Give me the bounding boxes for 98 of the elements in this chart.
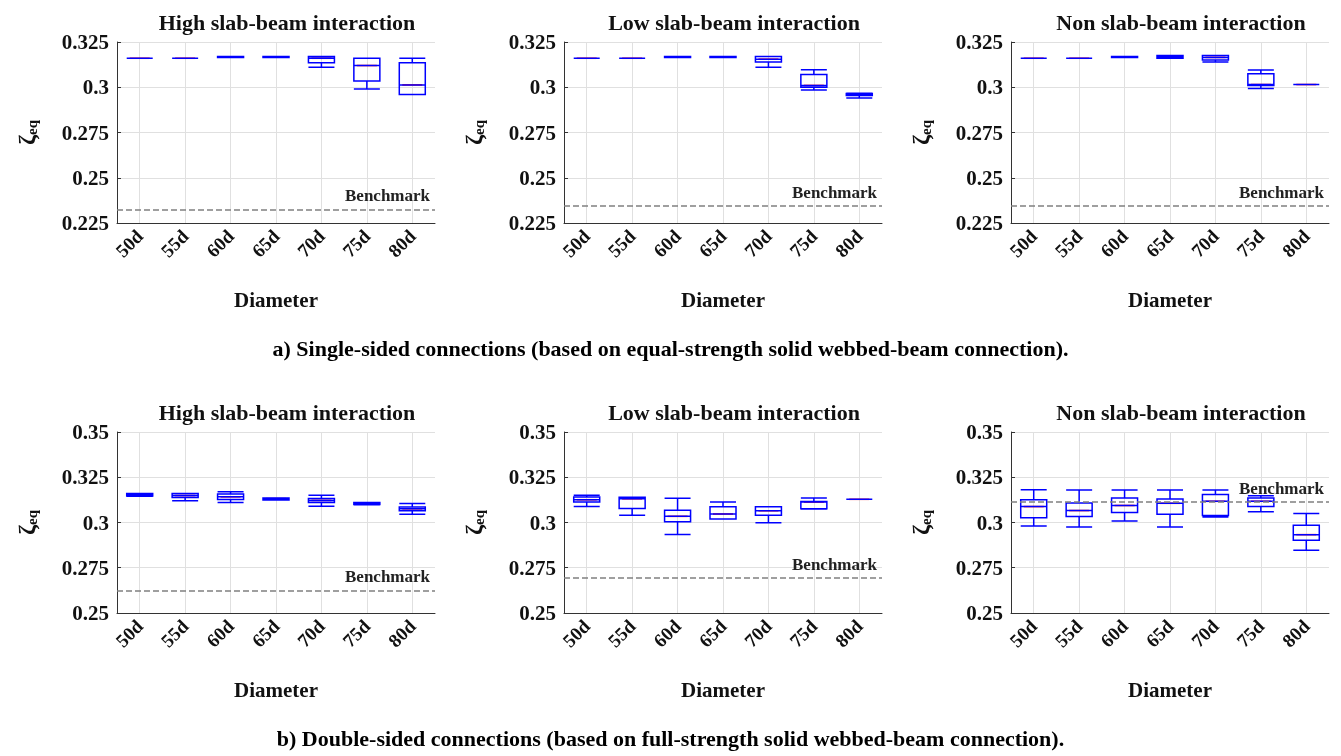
x-tick-label: 70d: [293, 615, 330, 652]
x-tick-label: 60d: [202, 615, 239, 652]
chart-title: High slab-beam interaction: [158, 399, 416, 425]
y-tick-label: 0.325: [955, 465, 1003, 490]
y-tick-label: 0.275: [508, 555, 556, 580]
y-tick-label: 0.25: [519, 165, 556, 190]
ref-line-label: Benchmark: [345, 186, 431, 206]
y-tick-label: 0.3: [976, 75, 1003, 100]
x-tick-label: 50d: [558, 615, 595, 652]
y-tick-label: 0.275: [508, 120, 556, 145]
x-tick-label: 50d: [558, 225, 595, 262]
x-axis-title: Diameter: [1128, 677, 1212, 702]
y-tick-label: 0.35: [72, 420, 109, 444]
x-tick-label: 60d: [202, 225, 239, 262]
y-tick-label: 0.275: [61, 120, 109, 145]
y-tick-label: 0.3: [82, 75, 109, 100]
x-axis-title: Diameter: [681, 677, 765, 702]
x-tick-label: 75d: [785, 225, 822, 262]
y-tick-label: 0.3: [529, 75, 556, 100]
x-tick-label: 80d: [830, 615, 868, 652]
x-tick-label: 65d: [694, 225, 731, 262]
y-tick-label: 0.325: [61, 465, 109, 490]
y-axis-title: ζeq: [460, 509, 487, 535]
y-tick-label: 0.25: [72, 165, 109, 190]
y-tick-label: 0.275: [61, 555, 109, 580]
x-tick-label: 55d: [1050, 225, 1087, 262]
ref-line-label: Benchmark: [792, 554, 878, 574]
ref-line-label: Benchmark: [792, 182, 878, 202]
y-tick-label: 0.325: [508, 30, 556, 54]
y-tick-label: 0.225: [955, 211, 1003, 235]
x-tick-label: 80d: [830, 225, 868, 262]
y-tick-label: 0.3: [82, 510, 109, 535]
x-tick-label: 60d: [1096, 615, 1133, 652]
x-tick-label: 70d: [293, 225, 330, 262]
text: b) Double-sided connections (based on full-strength solid webbed-beam connection).: [275, 726, 1066, 752]
x-tick-label: 65d: [247, 615, 284, 652]
x-tick-label: 75d: [785, 615, 822, 652]
x-tick-label: 65d: [694, 615, 731, 652]
chart-title: Low slab-beam interaction: [608, 399, 860, 425]
x-axis-title: Diameter: [1128, 287, 1212, 312]
y-tick-label: 0.275: [955, 555, 1003, 580]
chart-title: Non slab-beam interaction: [1056, 399, 1306, 425]
x-tick-label: 65d: [1141, 225, 1178, 262]
y-axis-title: ζeq: [13, 509, 40, 535]
x-tick-label: 60d: [649, 225, 686, 262]
x-axis-title: Diameter: [234, 287, 318, 312]
x-tick-label: 60d: [1096, 225, 1133, 262]
y-axis-title: ζeq: [460, 119, 487, 145]
ref-line-label: Benchmark: [1239, 478, 1325, 498]
x-tick-label: 55d: [603, 225, 640, 262]
y-tick-label: 0.275: [955, 120, 1003, 145]
x-tick-label: 55d: [156, 615, 193, 652]
x-tick-label: 75d: [1232, 225, 1269, 262]
x-tick-label: 65d: [1141, 615, 1178, 652]
x-tick-label: 75d: [338, 615, 375, 652]
x-tick-label: 80d: [383, 225, 421, 262]
x-tick-label: 70d: [740, 225, 777, 262]
chart-title: Non slab-beam interaction: [1056, 9, 1306, 35]
x-tick-label: 50d: [111, 615, 148, 652]
chart-title: High slab-beam interaction: [158, 9, 416, 35]
y-tick-label: 0.3: [529, 510, 556, 535]
y-tick-label: 0.35: [519, 420, 556, 444]
y-tick-label: 0.25: [72, 601, 109, 625]
y-axis-title: ζeq: [907, 119, 934, 145]
x-tick-label: 70d: [740, 615, 777, 652]
x-tick-label: 50d: [1005, 615, 1042, 652]
x-tick-label: 80d: [1277, 615, 1315, 652]
x-tick-label: 75d: [338, 225, 375, 262]
x-axis-title: Diameter: [681, 287, 765, 312]
y-axis-title: ζeq: [13, 119, 40, 145]
y-tick-label: 0.325: [508, 465, 556, 490]
x-tick-label: 50d: [111, 225, 148, 262]
x-tick-label: 65d: [247, 225, 284, 262]
y-tick-label: 0.225: [508, 211, 556, 235]
x-tick-label: 70d: [1187, 615, 1224, 652]
chart-title: Low slab-beam interaction: [608, 9, 860, 35]
y-tick-label: 0.25: [519, 601, 556, 625]
y-tick-label: 0.325: [955, 30, 1003, 54]
x-tick-label: 50d: [1005, 225, 1042, 262]
x-axis-title: Diameter: [234, 677, 318, 702]
x-tick-label: 55d: [1050, 615, 1087, 652]
ref-line-label: Benchmark: [345, 567, 431, 587]
y-tick-label: 0.35: [966, 420, 1003, 444]
y-tick-label: 0.225: [61, 211, 109, 235]
x-tick-label: 55d: [603, 615, 640, 652]
x-tick-label: 80d: [1277, 225, 1315, 262]
text: a) Single-sided connections (based on equal-strength solid webbed-beam connection).: [271, 336, 1070, 362]
y-tick-label: 0.3: [976, 510, 1003, 535]
y-tick-label: 0.25: [966, 601, 1003, 625]
x-tick-label: 75d: [1232, 615, 1269, 652]
x-tick-label: 60d: [649, 615, 686, 652]
x-tick-label: 80d: [383, 615, 421, 652]
y-axis-title: ζeq: [907, 509, 934, 535]
ref-line-label: Benchmark: [1239, 182, 1325, 202]
x-tick-label: 70d: [1187, 225, 1224, 262]
y-tick-label: 0.325: [61, 30, 109, 54]
y-tick-label: 0.25: [966, 165, 1003, 190]
x-tick-label: 55d: [156, 225, 193, 262]
